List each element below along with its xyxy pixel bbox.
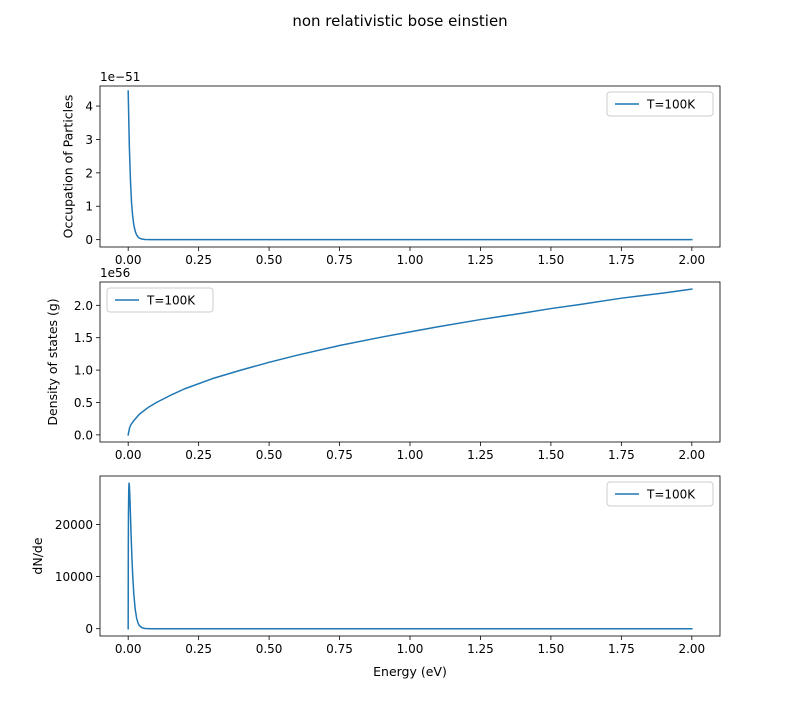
x-tick-label: 1.00 bbox=[397, 642, 424, 656]
figure-suptitle: non relativistic bose einstien bbox=[292, 12, 507, 30]
y-tick-label: 1.0 bbox=[74, 364, 93, 378]
x-tick-label: 1.25 bbox=[467, 448, 494, 462]
series-line-2 bbox=[127, 288, 693, 436]
x-tick-label: 1.75 bbox=[608, 448, 635, 462]
y-tick-label: 0.5 bbox=[74, 396, 93, 410]
x-tick-label: 2.00 bbox=[678, 253, 705, 267]
x-tick-label: 2.00 bbox=[678, 642, 705, 656]
x-tick-label: 0.00 bbox=[115, 253, 142, 267]
x-tick-label: 0.75 bbox=[326, 642, 353, 656]
x-tick-label: 0.25 bbox=[185, 253, 212, 267]
x-tick-label: 0.50 bbox=[256, 448, 283, 462]
subplot-1: 0.00 0.25 0.50 0.75 1.00 1.25 1.50 1.75 2.00 0 1 2 3… bbox=[60, 70, 721, 267]
x-tick-label: 2.00 bbox=[678, 448, 705, 462]
legend: T=100K bbox=[106, 287, 214, 313]
legend-label: T=100K bbox=[146, 294, 196, 308]
legend: T=100K bbox=[606, 91, 714, 117]
series-line-3 bbox=[127, 482, 693, 630]
y-axis-label: Density of states (g) bbox=[45, 298, 60, 425]
legend-box bbox=[606, 91, 714, 117]
x-tick-label: 1.25 bbox=[467, 642, 494, 656]
x-tick-label: 0.75 bbox=[326, 448, 353, 462]
y-tick-label: 1.5 bbox=[74, 331, 93, 345]
x-tick-label: 0.00 bbox=[115, 448, 142, 462]
y-tick-label: 3 bbox=[85, 133, 93, 147]
x-tick-label: 1.50 bbox=[538, 253, 565, 267]
y-tick-label: 10000 bbox=[55, 570, 93, 584]
legend-label: T=100K bbox=[646, 488, 696, 502]
x-tick-label: 1.50 bbox=[538, 448, 565, 462]
x-tick-label: 0.25 bbox=[185, 448, 212, 462]
offset-text: 1e−51 bbox=[100, 70, 140, 84]
y-tick-label: 20000 bbox=[55, 518, 93, 532]
x-tick-label: 1.50 bbox=[538, 642, 565, 656]
x-tick-label: 0.00 bbox=[115, 642, 142, 656]
x-tick-label: 0.50 bbox=[256, 253, 283, 267]
y-tick-label: 0 bbox=[85, 233, 93, 247]
y-axis-label: Occupation of Particles bbox=[60, 95, 75, 239]
x-tick-label: 0.25 bbox=[185, 642, 212, 656]
y-tick-label: 2 bbox=[85, 166, 93, 180]
series-line-1 bbox=[127, 90, 693, 241]
y-tick-label: 1 bbox=[85, 200, 93, 214]
offset-text: 1e56 bbox=[100, 266, 130, 280]
x-tick-label: 0.50 bbox=[256, 642, 283, 656]
y-tick-label: 0 bbox=[85, 622, 93, 636]
x-tick-label: 1.00 bbox=[397, 448, 424, 462]
x-axis-label: Energy (eV) bbox=[373, 664, 447, 679]
y-axis-label: dN/de bbox=[30, 537, 45, 574]
x-tick-label: 1.75 bbox=[608, 253, 635, 267]
subplot-3: 0.00 0.25 0.50 0.75 1.00 1.25 1.50 1.75 2.00 0 100… bbox=[30, 475, 721, 679]
legend: T=100K bbox=[606, 481, 714, 507]
subplot-2: 0.00 0.25 0.50 0.75 1.00 1.25 1.50 1.75 2.00 0.0 0… bbox=[45, 266, 721, 462]
x-tick-label: 0.75 bbox=[326, 253, 353, 267]
x-tick-label: 1.75 bbox=[608, 642, 635, 656]
x-tick-label: 1.00 bbox=[397, 253, 424, 267]
y-tick-label: 4 bbox=[85, 100, 93, 114]
legend-box bbox=[106, 287, 214, 313]
x-tick-label: 1.25 bbox=[467, 253, 494, 267]
legend-box bbox=[606, 481, 714, 507]
legend-label: T=100K bbox=[646, 98, 696, 112]
y-tick-label: 2.0 bbox=[74, 299, 93, 313]
y-tick-label: 0.0 bbox=[74, 428, 93, 442]
